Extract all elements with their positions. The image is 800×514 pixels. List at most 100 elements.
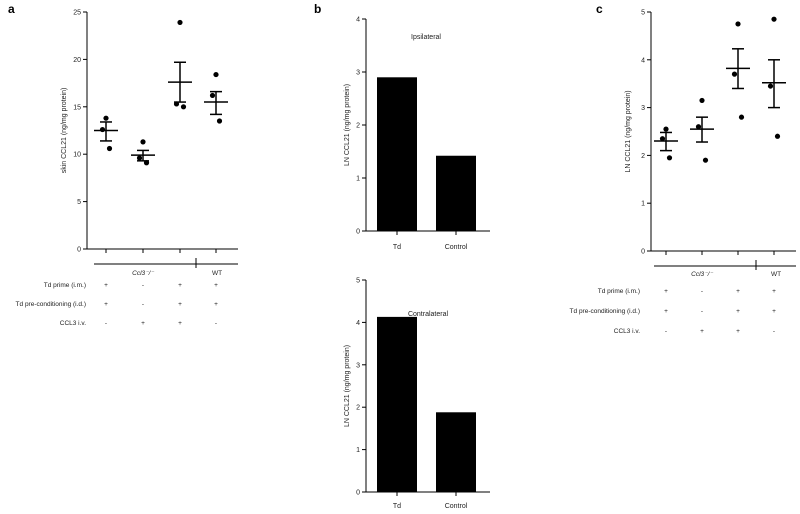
data-point-c <box>738 114 745 120</box>
condition-value-a: - <box>142 282 144 289</box>
x-tick-label-b-bottom: Control <box>445 503 468 510</box>
condition-value-a: + <box>214 301 218 308</box>
panel-letter-b: b <box>314 2 322 16</box>
condition-value-a: + <box>178 282 182 289</box>
data-point-a <box>177 19 183 26</box>
data-point-a <box>136 155 143 161</box>
y-tick-label-c: 2 <box>641 153 645 160</box>
y-tick-label-b-top: 4 <box>356 17 360 24</box>
data-point-c <box>666 155 673 161</box>
y-tick-label-b-bottom: 2 <box>356 405 360 412</box>
panel-letter-c: c <box>596 2 603 16</box>
condition-value-a: - <box>105 320 107 327</box>
y-tick-label-b-top: 0 <box>356 229 360 236</box>
y-tick-label-b-bottom: 0 <box>356 490 360 497</box>
data-point-c <box>659 136 666 142</box>
x-tick-label-b-top: Control <box>445 244 468 251</box>
y-tick-label-c: 4 <box>641 57 645 64</box>
chart-title-b-top: Ipsilateral <box>411 34 441 41</box>
condition-value-c: + <box>736 308 740 315</box>
y-tick-label-b-top: 3 <box>356 70 360 77</box>
y-tick-label-b-bottom: 4 <box>356 320 360 327</box>
condition-value-c: - <box>701 288 703 295</box>
condition-label-a: Td prime (i.m.) <box>44 282 86 289</box>
group-label-wt-a: WT <box>212 270 222 277</box>
data-point-a <box>209 92 216 99</box>
group-label-ko-a: Ccl3⁻/⁻ <box>132 270 154 277</box>
condition-label-c: Td prime (i.m.) <box>598 288 640 295</box>
y-tick-label-a: 10 <box>73 152 81 159</box>
y-tick-label-c: 5 <box>641 10 645 17</box>
condition-value-c: + <box>772 288 776 295</box>
data-point-a <box>143 160 150 166</box>
data-point-a <box>140 139 146 145</box>
data-point-a <box>180 104 187 110</box>
y-tick-label-a: 20 <box>73 57 81 64</box>
y-tick-label-c: 1 <box>641 201 645 208</box>
condition-value-a: - <box>215 320 217 327</box>
data-point-a <box>213 71 219 78</box>
data-point-a <box>99 126 106 133</box>
condition-value-c: - <box>773 328 775 335</box>
data-point-c <box>731 71 738 77</box>
condition-value-c: + <box>736 328 740 335</box>
condition-value-c: + <box>664 308 668 315</box>
data-point-c <box>695 124 702 130</box>
y-tick-label-c: 0 <box>641 249 645 256</box>
condition-value-a: + <box>214 282 218 289</box>
group-label-wt-c: WT <box>771 271 781 278</box>
chart-title-b-bottom: Contralateral <box>408 311 449 318</box>
data-point-c <box>663 126 669 132</box>
x-tick-label-b-top: Td <box>393 244 401 251</box>
condition-value-c: + <box>664 288 668 295</box>
y-axis-label-a: skin CCL21 (ng/mg protein) <box>61 88 68 174</box>
bar-b-bottom <box>436 412 476 492</box>
data-point-a <box>173 101 180 107</box>
data-point-a <box>106 145 113 152</box>
y-tick-label-a: 0 <box>77 247 81 254</box>
bar-b-top <box>436 155 476 231</box>
y-tick-label-a: 25 <box>73 10 81 17</box>
condition-value-c: + <box>700 328 704 335</box>
data-point-c <box>699 97 705 104</box>
data-point-c <box>767 83 774 89</box>
y-tick-label-b-top: 1 <box>356 176 360 183</box>
x-tick-label-b-bottom: Td <box>393 503 401 510</box>
y-axis-label-b-bottom: LN CCL21 (ng/mg protein) <box>344 345 351 427</box>
condition-value-c: - <box>701 308 703 315</box>
data-point-a <box>216 118 223 124</box>
y-tick-label-b-bottom: 5 <box>356 278 360 285</box>
condition-label-a: CCL3 i.v. <box>60 320 86 327</box>
condition-value-a: + <box>104 301 108 308</box>
data-point-c <box>735 21 741 27</box>
condition-value-a: + <box>104 282 108 289</box>
condition-value-a: + <box>178 320 182 327</box>
data-point-c <box>702 157 709 163</box>
condition-label-c: CCL3 i.v. <box>614 328 640 335</box>
data-point-c <box>771 16 777 22</box>
y-tick-label-a: 15 <box>73 104 81 111</box>
y-tick-label-c: 3 <box>641 105 645 112</box>
y-tick-label-a: 5 <box>77 199 81 206</box>
group-label-ko-c: Ccl3⁻/⁻ <box>691 271 713 278</box>
condition-label-c: Td pre-conditioning (i.d.) <box>570 308 640 315</box>
condition-value-c: + <box>736 288 740 295</box>
y-tick-label-b-bottom: 3 <box>356 362 360 369</box>
condition-value-c: - <box>665 328 667 335</box>
data-point-c <box>774 133 781 139</box>
condition-value-a: - <box>142 301 144 308</box>
condition-label-a: Td pre-conditioning (i.d.) <box>16 301 86 308</box>
bar-b-top <box>377 77 417 231</box>
bar-b-bottom <box>377 316 417 492</box>
y-axis-label-b-top: LN CCL21 (ng/mg protein) <box>344 84 351 166</box>
condition-value-c: + <box>772 308 776 315</box>
y-tick-label-b-top: 2 <box>356 123 360 130</box>
y-axis-label-c: LN CCL21 (ng/mg protein) <box>625 90 632 172</box>
condition-value-a: + <box>178 301 182 308</box>
y-tick-label-b-bottom: 1 <box>356 447 360 454</box>
data-point-a <box>103 115 109 121</box>
panel-letter-a: a <box>8 2 15 16</box>
condition-value-a: + <box>141 320 145 327</box>
